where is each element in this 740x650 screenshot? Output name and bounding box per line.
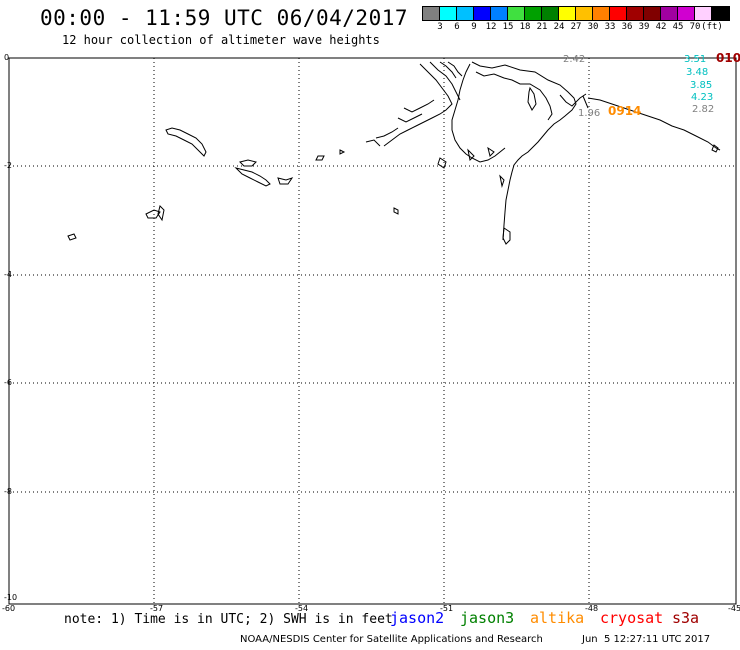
colorbar-swatch <box>440 7 457 20</box>
x-tick-label: -60 <box>2 604 15 613</box>
colorbar-label: 70 <box>689 22 701 32</box>
southern-islands <box>437 146 505 188</box>
colorbar-label: 12 <box>485 22 497 32</box>
colorbar-swatch <box>627 7 644 20</box>
colorbar-label: 33 <box>604 22 616 32</box>
island-i <box>393 207 399 215</box>
swh-value-label: 2.42 <box>563 54 585 65</box>
colorbar-swatch <box>457 7 474 20</box>
fjord-cluster-4 <box>397 99 435 123</box>
colorbar-label: 15 <box>502 22 514 32</box>
island-g <box>67 233 77 241</box>
colorbar-swatch <box>576 7 593 20</box>
island-c <box>234 167 271 187</box>
colorbar-labels: 3 6 9 12 15 18 21 24 27 30 33 36 39 42 45 70 (ft) <box>424 22 740 34</box>
colorbar-swatch <box>559 7 576 20</box>
fjord-cluster-1 <box>383 63 453 147</box>
swh-value-label: 0914 <box>608 104 641 118</box>
colorbar-label: 9 <box>471 22 477 32</box>
colorbar-label: (ft) <box>701 22 723 32</box>
south-cape-island <box>502 227 511 245</box>
x-axis-labels: -60 -57 -54 -51 -48 -45 <box>2 604 740 613</box>
swh-value-label: 1.96 <box>578 108 600 119</box>
island-d <box>277 177 294 185</box>
greenland-lake <box>527 86 537 111</box>
island-j <box>711 144 719 153</box>
colorbar-swatch <box>542 7 559 20</box>
colorbar-swatch <box>695 7 712 20</box>
colorbar-label: 3 <box>437 22 443 32</box>
colorbar-label: 6 <box>454 22 460 32</box>
legend-item-jason2: jason2 <box>390 609 445 627</box>
swh-value-label: 4.23 <box>691 92 713 103</box>
colorbar-swatch <box>661 7 678 20</box>
colorbar-swatch <box>491 7 508 20</box>
colorbar-swatch <box>508 7 525 20</box>
colorbar-label: 36 <box>621 22 633 32</box>
legend-item-cryosat: cryosat <box>600 609 664 627</box>
colorbar-swatch <box>610 7 627 20</box>
colorbar-swatch <box>525 7 542 20</box>
greenland-inner-coast <box>475 71 553 121</box>
track-east <box>587 97 721 151</box>
greenland-coast <box>451 61 577 241</box>
footer-note: note: 1) Time is in UTC; 2) SWH is in fe… <box>64 612 393 627</box>
colorbar-label: 45 <box>672 22 684 32</box>
swh-labels: 2.42 3.51 3.48 3.854.232.82 1.96 0914 010 <box>563 51 740 119</box>
island-f <box>157 205 165 222</box>
legend-item-jason3: jason3 <box>460 609 515 627</box>
grid-lines <box>9 57 736 604</box>
swh-value-label: 2.82 <box>692 104 714 115</box>
colorbar-label: 42 <box>655 22 667 32</box>
fjord-cluster-5 <box>365 127 399 147</box>
island-e <box>145 209 161 219</box>
fjord-cluster-3 <box>439 61 463 79</box>
colorbar-label: 24 <box>553 22 565 32</box>
x-tick-label: -48 <box>585 604 598 613</box>
fjord-east <box>559 93 589 109</box>
y-tick-label: -8 <box>4 487 12 496</box>
colorbar-label: 21 <box>536 22 548 32</box>
wave-height-colorbar <box>422 6 730 21</box>
x-tick-label: -57 <box>150 604 163 613</box>
colorbar-swatch <box>644 7 661 20</box>
island-h <box>315 149 346 161</box>
x-tick-label: -45 <box>728 604 740 613</box>
colorbar-swatch <box>678 7 695 20</box>
legend-item-altika: altika <box>530 609 585 627</box>
colorbar-swatch <box>712 7 729 20</box>
coastline <box>67 61 721 245</box>
plot-frame <box>8 57 737 605</box>
credit-text: NOAA/NESDIS Center for Satellite Applica… <box>240 634 543 645</box>
colorbar-swatch <box>474 7 491 20</box>
map-subtitle: 12 hour collection of altimeter wave hei… <box>62 33 380 47</box>
colorbar-swatch <box>423 7 440 20</box>
y-tick-label: -10 <box>4 593 17 602</box>
y-tick-label: 0 <box>4 53 9 62</box>
y-tick-label: -4 <box>4 270 12 279</box>
colorbar-label: 27 <box>570 22 582 32</box>
island-a <box>165 127 207 157</box>
swh-value-label: 3.51 <box>684 54 706 65</box>
timestamp-text: Jun 5 12:27:11 UTC 2017 <box>582 634 711 645</box>
map-title: 00:00 - 11:59 UTC 06/04/2017 <box>40 6 409 30</box>
fjord-cluster-2 <box>429 61 461 101</box>
swh-value-label: 010 <box>716 51 740 65</box>
swh-value-label: 3.48 <box>686 67 708 78</box>
colorbar-label: 18 <box>519 22 531 32</box>
colorbar-label: 30 <box>587 22 599 32</box>
swh-value-label: 3.85 <box>690 80 712 91</box>
y-tick-label: -6 <box>4 378 12 387</box>
y-axis-labels: 0 -2 -4 -6 -8 -10 <box>4 53 17 602</box>
x-tick-label: -51 <box>440 604 453 613</box>
island-b <box>239 159 257 167</box>
legend-item-s3a: s3a <box>672 609 700 627</box>
x-tick-label: -54 <box>295 604 308 613</box>
colorbar-swatch <box>593 7 610 20</box>
y-tick-label: -2 <box>4 161 12 170</box>
colorbar-label: 39 <box>638 22 650 32</box>
